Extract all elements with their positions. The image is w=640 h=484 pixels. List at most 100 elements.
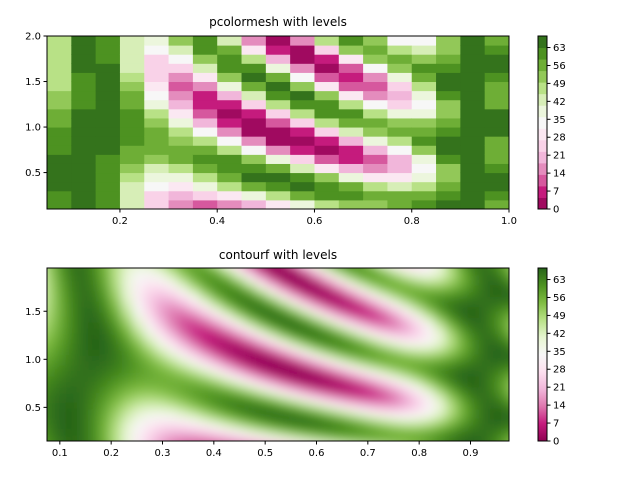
contour-cell [400,413,413,420]
contour-cell [434,301,447,308]
contour-cell [99,333,112,340]
contour-cell [110,413,123,420]
mesh-cell [436,172,461,183]
contour-cell [244,375,257,382]
contour-cell [21,344,33,350]
contour-cell [255,290,268,297]
contour-cell [344,322,357,329]
contour-cell [478,386,491,393]
contour-cell [47,418,56,425]
contour-cell [333,322,346,329]
contour-cell [445,423,458,431]
contour-cell [188,423,201,431]
mesh-cell [192,190,218,201]
contour-cell [467,338,480,345]
contour-cell [356,295,369,302]
contour-cell [110,418,123,425]
colorbar-tick-label: 42 [553,329,566,340]
contour-cell [344,375,357,382]
contour-cell [490,381,502,388]
contour-cell [188,301,201,308]
contour-cell [233,402,246,409]
contour-cell [423,365,436,372]
contour-cell [255,434,268,441]
contour-cell [344,413,357,420]
contour-cell [65,269,78,276]
contour-cell [99,402,112,409]
contour-cell [434,268,447,270]
contour-cell [166,322,179,329]
contour-cell [244,434,257,441]
mesh-cell [290,54,315,64]
mesh-cell [47,36,72,46]
contour-cell [490,306,502,313]
contour-cell [244,317,257,324]
mesh-cell [460,72,486,83]
contour-cell [132,290,145,297]
colorbar-tick-label: 14 [553,401,566,412]
contour-cell [47,359,56,366]
contour-cell [211,418,224,425]
contour-cell [400,349,413,356]
contour-cell [233,290,246,297]
mesh-cell [217,181,243,192]
contour-cell [32,429,44,435]
mesh-cell [387,172,413,183]
contour-cell [77,279,90,286]
contour-cell [266,370,279,377]
contour-cell [501,295,509,302]
contour-cell [233,413,246,420]
mesh-cell [241,72,267,83]
contour-cell [21,338,33,344]
contour-cell [88,418,101,425]
contour-cell [244,274,257,281]
contour-cell [389,434,402,441]
contour-cell [411,413,424,420]
contour-cell [311,290,324,297]
contour-cell [322,381,335,388]
contour-cell [278,365,290,372]
contour-cell [166,333,179,340]
contour-cell [77,338,90,345]
contour-cell [188,338,201,345]
contour-cell [244,365,257,372]
contour-cell [378,445,390,451]
contour-cell [65,359,78,366]
contour-cell [467,311,480,318]
contour-cell [188,274,201,281]
contour-cell [278,279,290,286]
contour-cell [132,343,145,350]
contourf-panel: contourf with levels 0.1 0.2 0.3 0.4 0.5 0.6 0… [21,248,566,459]
contour-cell [77,322,90,329]
contour-cell [524,285,536,291]
contour-cell [300,397,313,404]
contour-cell [300,311,313,318]
contour-cell [478,343,491,350]
contour-cell [289,317,302,324]
contour-cell [266,407,279,415]
contour-cell [333,274,346,281]
contour-cell [378,338,391,345]
contour-cell [21,424,33,430]
contour-cell [47,429,56,436]
contour-cell [278,381,290,388]
contour-cell [333,311,346,318]
contour-cell [266,333,279,340]
contour-cell [54,397,67,404]
contour-cell [467,370,480,377]
contour-cell [77,381,90,388]
contour-cell [121,418,134,425]
contour-cell [512,413,524,419]
mesh-cell [192,154,218,164]
contour-cell [456,269,469,276]
mesh-cell [47,72,72,83]
contour-cell [65,338,78,345]
contour-cell [378,333,391,340]
mesh-cell [363,81,388,92]
mesh-cell [47,190,72,201]
contour-cell [233,429,246,436]
contour-cell [400,301,413,308]
mesh-cell [217,63,243,73]
contour-cell [47,413,56,420]
contour-cell [132,386,145,393]
